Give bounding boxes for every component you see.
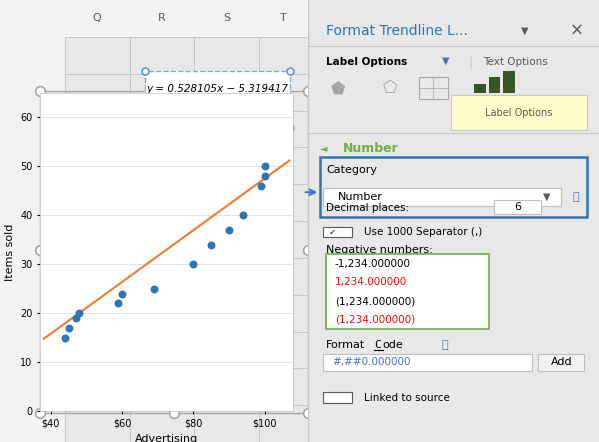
- FancyBboxPatch shape: [326, 254, 489, 329]
- Text: Label Options: Label Options: [326, 57, 407, 67]
- Bar: [0, 258, 65, 295]
- Bar: [0, 147, 65, 184]
- Point: [117, 290, 127, 297]
- Point: [114, 300, 123, 307]
- Text: T: T: [280, 13, 287, 23]
- Text: Linked to source: Linked to source: [364, 393, 450, 403]
- Text: R² = 0.956992: R² = 0.956992: [179, 107, 256, 117]
- Bar: [320, 157, 588, 217]
- Text: Use 1000 Separator (,): Use 1000 Separator (,): [364, 227, 482, 237]
- Bar: [0, 295, 65, 332]
- Bar: [0, 184, 65, 221]
- Bar: [489, 77, 500, 93]
- Bar: [0, 0, 308, 37]
- Text: 1,234.000000: 1,234.000000: [335, 277, 407, 287]
- Text: ▼: ▼: [442, 56, 450, 66]
- X-axis label: Advertising: Advertising: [135, 434, 198, 442]
- Point: [64, 324, 74, 332]
- FancyBboxPatch shape: [323, 188, 561, 206]
- Text: Decimal places:: Decimal places:: [326, 203, 409, 213]
- FancyBboxPatch shape: [494, 200, 541, 214]
- Text: ×: ×: [570, 22, 584, 40]
- Bar: [0, 368, 65, 405]
- Text: 6: 6: [514, 202, 521, 212]
- Bar: [0, 332, 65, 368]
- Bar: [0, 74, 65, 110]
- Text: ▼: ▼: [543, 192, 550, 202]
- Text: (1,234.000000): (1,234.000000): [335, 315, 415, 325]
- Text: |: |: [468, 55, 473, 69]
- FancyBboxPatch shape: [323, 354, 532, 371]
- Point: [71, 315, 80, 322]
- Bar: [0, 405, 65, 442]
- Text: -1,234.000000: -1,234.000000: [335, 259, 411, 269]
- Text: Q: Q: [93, 13, 102, 23]
- Text: (1,234.000000): (1,234.000000): [335, 296, 415, 306]
- Point: [256, 182, 266, 189]
- Text: Format: Format: [326, 340, 365, 350]
- Text: C: C: [374, 340, 380, 350]
- Text: #,##0.000000: #,##0.000000: [332, 358, 410, 367]
- Bar: [0, 110, 65, 147]
- Point: [260, 163, 270, 170]
- Text: ⬟: ⬟: [330, 80, 345, 97]
- FancyBboxPatch shape: [538, 354, 585, 371]
- Bar: [0, 221, 65, 258]
- Text: Category: Category: [326, 165, 377, 175]
- Text: ⬠: ⬠: [383, 80, 397, 97]
- Text: ode: ode: [383, 340, 403, 350]
- Point: [224, 226, 234, 233]
- Text: R: R: [158, 13, 166, 23]
- Text: ⓘ: ⓘ: [441, 340, 448, 350]
- FancyBboxPatch shape: [323, 227, 352, 237]
- Bar: [503, 71, 515, 93]
- Text: Label Options: Label Options: [485, 108, 553, 118]
- Text: ✓: ✓: [329, 228, 336, 236]
- Bar: [40, 91, 308, 413]
- Y-axis label: Items sold: Items sold: [5, 223, 14, 281]
- Point: [260, 172, 270, 179]
- Point: [238, 212, 248, 219]
- FancyBboxPatch shape: [323, 392, 352, 403]
- Text: ⓘ: ⓘ: [573, 192, 579, 202]
- Bar: [0, 37, 65, 74]
- Point: [189, 261, 198, 268]
- FancyBboxPatch shape: [145, 71, 290, 128]
- Text: Number: Number: [338, 192, 382, 202]
- Bar: [419, 77, 448, 99]
- Text: Add: Add: [550, 358, 572, 367]
- Text: ▼: ▼: [521, 26, 528, 36]
- Point: [149, 285, 159, 292]
- Point: [206, 241, 216, 248]
- Text: ◄: ◄: [320, 143, 328, 153]
- Bar: [474, 84, 486, 93]
- Text: Text Options: Text Options: [483, 57, 547, 67]
- Text: Format Trendline L...: Format Trendline L...: [326, 24, 468, 38]
- Text: S: S: [223, 13, 230, 23]
- Point: [74, 309, 84, 316]
- Bar: [0, 0, 65, 37]
- Text: Negative numbers:: Negative numbers:: [326, 245, 432, 255]
- Text: y = 0.528105x − 5.319417: y = 0.528105x − 5.319417: [147, 84, 289, 94]
- Point: [60, 334, 70, 341]
- Text: Number: Number: [343, 141, 399, 155]
- FancyBboxPatch shape: [451, 95, 588, 130]
